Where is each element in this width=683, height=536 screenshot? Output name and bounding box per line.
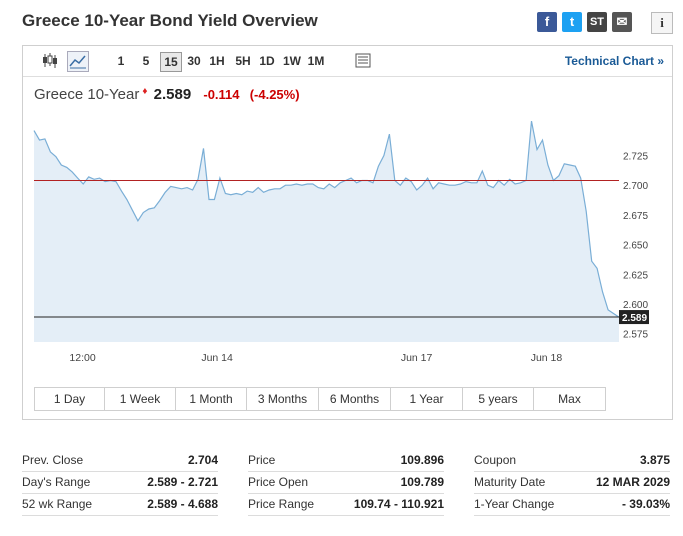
stats-column-1: Prev. Close 2.704 Day's Range 2.589 - 2.721… bbox=[22, 450, 218, 516]
share-buttons: f t ST ✉ bbox=[537, 12, 632, 34]
stat-value: 109.896 bbox=[400, 453, 444, 467]
chart-container: 1 5 15 30 1H 5H 1D 1W 1M Technical Chart » Greec… bbox=[22, 45, 673, 420]
chart-toolbar: 1 5 15 30 1H 5H 1D 1W 1M Technical Chart » bbox=[23, 46, 672, 77]
interval-button-1m[interactable]: 1M bbox=[307, 54, 325, 68]
y-tick-label: 2.700 bbox=[623, 181, 648, 192]
last-price: 2.589 bbox=[153, 86, 192, 103]
range-button-max[interactable]: Max bbox=[534, 388, 605, 410]
stat-row: Maturity Date 12 MAR 2029 bbox=[474, 472, 670, 494]
stat-label: Coupon bbox=[474, 453, 517, 467]
stat-value: - 39.03% bbox=[621, 497, 670, 511]
stat-value: 109.74 - 110.921 bbox=[353, 497, 444, 511]
series-area bbox=[34, 121, 619, 342]
current-price-label: 2.589 bbox=[622, 313, 647, 324]
stat-label: 1-Year Change bbox=[474, 497, 555, 511]
stat-value: 12 MAR 2029 bbox=[595, 475, 670, 489]
range-button-6-months[interactable]: 6 Months bbox=[319, 388, 391, 410]
interval-button-1w[interactable]: 1W bbox=[283, 54, 301, 68]
range-button-5-years[interactable]: 5 years bbox=[463, 388, 534, 410]
stat-label: Price Range bbox=[248, 497, 315, 511]
current-price-badge bbox=[619, 310, 649, 325]
stat-row: Day's Range 2.589 - 2.721 bbox=[22, 472, 218, 494]
stat-value: 2.589 - 2.721 bbox=[147, 475, 218, 489]
series-line bbox=[33, 120, 620, 318]
stats-column-2: Price 109.896 Price Open 109.789 Price Range… bbox=[248, 450, 444, 516]
stat-label: Price Open bbox=[248, 475, 309, 489]
interval-button-15[interactable]: 15 bbox=[160, 52, 182, 72]
stat-value: 2.704 bbox=[187, 453, 218, 467]
y-tick-label: 2.650 bbox=[623, 241, 648, 252]
technical-chart-link[interactable]: Technical Chart » bbox=[564, 54, 664, 68]
range-button-1-day[interactable]: 1 Day bbox=[35, 388, 105, 410]
stat-row: Prev. Close 2.704 bbox=[22, 450, 218, 472]
stat-row: Coupon 3.875 bbox=[474, 450, 670, 472]
x-tick-label: Jun 14 bbox=[201, 352, 233, 364]
stocktwits-icon[interactable]: ST bbox=[587, 12, 607, 32]
quote-line: Greece 10-Year ♦ 2.589 -0.114 (-4.25%) bbox=[34, 86, 300, 103]
x-tick-label: 12:00 bbox=[69, 352, 95, 364]
twitter-icon[interactable]: t bbox=[562, 12, 582, 32]
down-arrow-icon: ♦ bbox=[142, 86, 148, 97]
interval-button-5h[interactable]: 5H bbox=[235, 54, 251, 68]
y-tick-label: 2.725 bbox=[623, 152, 648, 163]
stat-label: Price bbox=[248, 453, 276, 467]
stat-row: 52 wk Range 2.589 - 4.688 bbox=[22, 494, 218, 516]
y-tick-label: 2.625 bbox=[623, 270, 648, 281]
interval-button-5[interactable]: 5 bbox=[142, 54, 150, 68]
line-chart-icon[interactable] bbox=[67, 51, 89, 72]
candlestick-icon[interactable] bbox=[40, 51, 60, 70]
price-change-percent: (-4.25%) bbox=[249, 87, 300, 102]
info-icon[interactable]: i bbox=[651, 12, 673, 34]
x-tick-label: Jun 18 bbox=[531, 352, 563, 364]
range-button-1-week[interactable]: 1 Week bbox=[105, 388, 176, 410]
stats-column-3: Coupon 3.875 Maturity Date 12 MAR 2029 1-Yea… bbox=[474, 450, 670, 516]
stat-row: Price Open 109.789 bbox=[248, 472, 444, 494]
stat-label: Day's Range bbox=[22, 475, 91, 489]
stat-row: Price 109.896 bbox=[248, 450, 444, 472]
range-button-1-month[interactable]: 1 Month bbox=[176, 388, 247, 410]
data-table-icon[interactable] bbox=[353, 51, 373, 70]
email-icon[interactable]: ✉ bbox=[612, 12, 632, 32]
y-tick-label: 2.575 bbox=[623, 330, 648, 341]
price-chart[interactable]: Investing.com2.7252.7002.6752.6502.6252.… bbox=[23, 46, 672, 419]
stat-label: Prev. Close bbox=[22, 453, 84, 467]
facebook-icon[interactable]: f bbox=[537, 12, 557, 32]
stat-label: Maturity Date bbox=[474, 475, 546, 489]
stat-value: 109.789 bbox=[400, 475, 444, 489]
x-tick-label: Jun 17 bbox=[401, 352, 433, 364]
y-tick-label: 2.675 bbox=[623, 211, 648, 222]
interval-button-1d[interactable]: 1D bbox=[259, 54, 275, 68]
interval-button-1h[interactable]: 1H bbox=[209, 54, 225, 68]
page-title: Greece 10-Year Bond Yield Overview bbox=[22, 11, 318, 30]
stat-row: 1-Year Change - 39.03% bbox=[474, 494, 670, 516]
range-button-1-year[interactable]: 1 Year bbox=[391, 388, 463, 410]
y-tick-label: 2.600 bbox=[623, 300, 648, 311]
stat-row: Price Range 109.74 - 110.921 bbox=[248, 494, 444, 516]
price-change: -0.114 bbox=[203, 87, 240, 102]
stat-label: 52 wk Range bbox=[22, 497, 93, 511]
range-selector: 1 Day 1 Week 1 Month 3 Months 6 Months 1 Year… bbox=[34, 387, 606, 411]
range-button-3-months[interactable]: 3 Months bbox=[247, 388, 319, 410]
stat-value: 2.589 - 4.688 bbox=[147, 497, 218, 511]
instrument-name: Greece 10-Year bbox=[34, 86, 140, 103]
stat-value: 3.875 bbox=[639, 453, 670, 467]
interval-button-1[interactable]: 1 bbox=[117, 54, 125, 68]
interval-button-30[interactable]: 30 bbox=[187, 54, 201, 68]
